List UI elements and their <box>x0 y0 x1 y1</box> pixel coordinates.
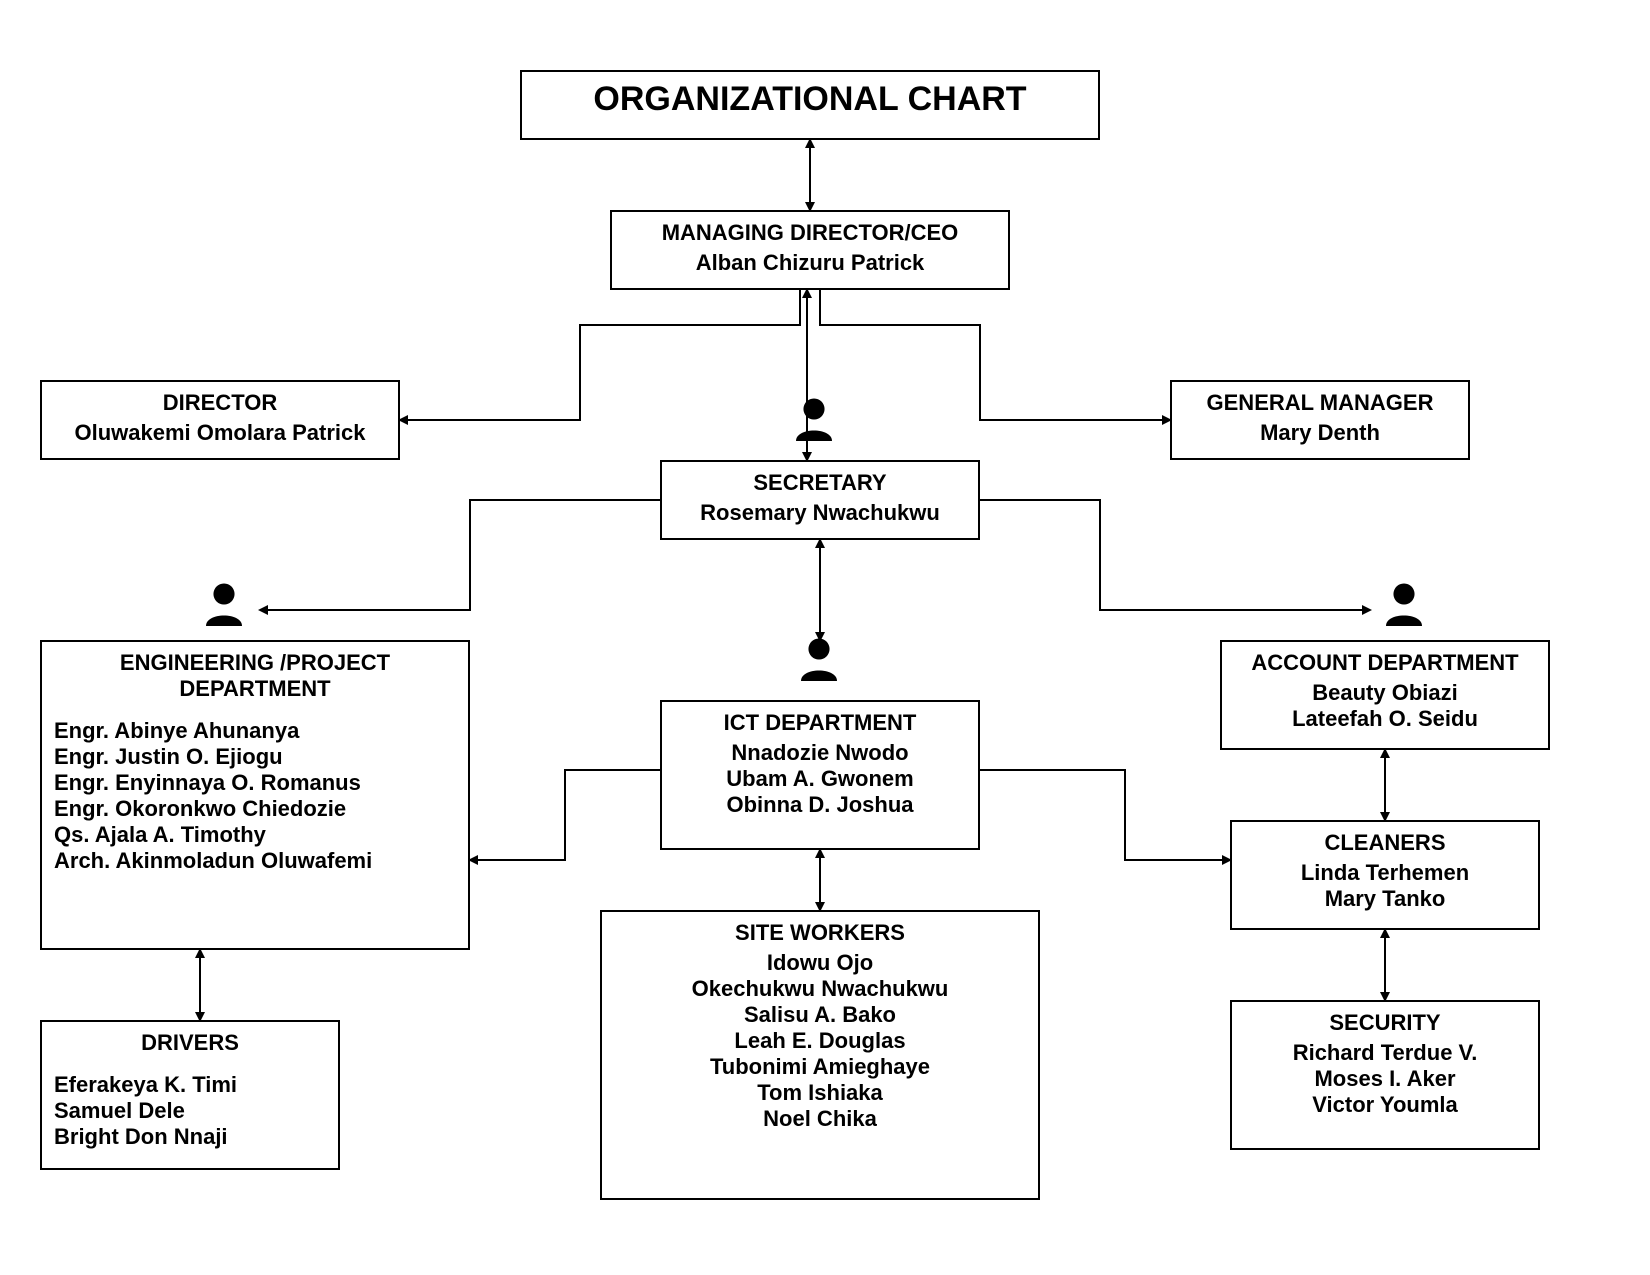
member-name: Idowu Ojo <box>614 950 1026 976</box>
org-title-text: ORGANIZATIONAL CHART <box>534 80 1086 119</box>
ceo-members: Alban Chizuru Patrick <box>624 250 996 276</box>
member-name: Obinna D. Joshua <box>674 792 966 818</box>
person-icon <box>790 395 838 448</box>
account-title: ACCOUNT DEPARTMENT <box>1234 650 1536 676</box>
member-name: Bright Don Nnaji <box>54 1124 326 1150</box>
member-name: Salisu A. Bako <box>614 1002 1026 1028</box>
member-name: Nnadozie Nwodo <box>674 740 966 766</box>
security-title: SECURITY <box>1244 1010 1526 1036</box>
person-icon <box>200 580 248 633</box>
member-name: Okechukwu Nwachukwu <box>614 976 1026 1002</box>
director-title: DIRECTOR <box>54 390 386 416</box>
cleaners-title: CLEANERS <box>1244 830 1526 856</box>
member-name: Mary Tanko <box>1244 886 1526 912</box>
person-icon <box>795 635 843 688</box>
member-name: Arch. Akinmoladun Oluwafemi <box>54 848 456 874</box>
person-icon <box>1380 580 1428 633</box>
engineering-title: ENGINEERING /PROJECT DEPARTMENT <box>54 650 456 702</box>
node-secretary: SECRETARY Rosemary Nwachukwu <box>660 460 980 540</box>
siteworkers-members: Idowu OjoOkechukwu NwachukwuSalisu A. Ba… <box>614 950 1026 1132</box>
node-org-title: ORGANIZATIONAL CHART <box>520 70 1100 140</box>
ict-title: ICT DEPARTMENT <box>674 710 966 736</box>
member-name: Richard Terdue V. <box>1244 1040 1526 1066</box>
node-drivers: DRIVERS Eferakeya K. TimiSamuel DeleBrig… <box>40 1020 340 1170</box>
node-site-workers: SITE WORKERS Idowu OjoOkechukwu Nwachukw… <box>600 910 1040 1200</box>
cleaners-members: Linda TerhemenMary Tanko <box>1244 860 1526 912</box>
secretary-members: Rosemary Nwachukwu <box>674 500 966 526</box>
member-name: Samuel Dele <box>54 1098 326 1124</box>
node-director: DIRECTOR Oluwakemi Omolara Patrick <box>40 380 400 460</box>
drivers-title: DRIVERS <box>54 1030 326 1056</box>
director-members: Oluwakemi Omolara Patrick <box>54 420 386 446</box>
member-name: Engr. Enyinnaya O. Romanus <box>54 770 456 796</box>
member-name: Moses I. Aker <box>1244 1066 1526 1092</box>
member-name: Ubam A. Gwonem <box>674 766 966 792</box>
member-name: Tubonimi Amieghaye <box>614 1054 1026 1080</box>
member-name: Eferakeya K. Timi <box>54 1072 326 1098</box>
drivers-members: Eferakeya K. TimiSamuel DeleBright Don N… <box>54 1072 326 1150</box>
ict-members: Nnadozie NwodoUbam A. GwonemObinna D. Jo… <box>674 740 966 818</box>
member-name: Lateefah O. Seidu <box>1234 706 1536 732</box>
member-name: Qs. Ajala A. Timothy <box>54 822 456 848</box>
member-name: Leah E. Douglas <box>614 1028 1026 1054</box>
node-engineering: ENGINEERING /PROJECT DEPARTMENT Engr. Ab… <box>40 640 470 950</box>
member-name: Oluwakemi Omolara Patrick <box>54 420 386 446</box>
member-name: Victor Youmla <box>1244 1092 1526 1118</box>
ceo-title: MANAGING DIRECTOR/CEO <box>624 220 996 246</box>
member-name: Engr. Okoronkwo Chiedozie <box>54 796 456 822</box>
secretary-title: SECRETARY <box>674 470 966 496</box>
node-security: SECURITY Richard Terdue V.Moses I. AkerV… <box>1230 1000 1540 1150</box>
gm-members: Mary Denth <box>1184 420 1456 446</box>
node-general-manager: GENERAL MANAGER Mary Denth <box>1170 380 1470 460</box>
member-name: Noel Chika <box>614 1106 1026 1132</box>
node-account: ACCOUNT DEPARTMENT Beauty ObiaziLateefah… <box>1220 640 1550 750</box>
member-name: Rosemary Nwachukwu <box>674 500 966 526</box>
node-ceo: MANAGING DIRECTOR/CEO Alban Chizuru Patr… <box>610 210 1010 290</box>
member-name: Beauty Obiazi <box>1234 680 1536 706</box>
org-chart-canvas: ORGANIZATIONAL CHART MANAGING DIRECTOR/C… <box>0 0 1650 1275</box>
node-cleaners: CLEANERS Linda TerhemenMary Tanko <box>1230 820 1540 930</box>
node-ict: ICT DEPARTMENT Nnadozie NwodoUbam A. Gwo… <box>660 700 980 850</box>
engineering-members: Engr. Abinye AhunanyaEngr. Justin O. Eji… <box>54 718 456 874</box>
security-members: Richard Terdue V.Moses I. AkerVictor You… <box>1244 1040 1526 1118</box>
member-name: Alban Chizuru Patrick <box>624 250 996 276</box>
member-name: Tom Ishiaka <box>614 1080 1026 1106</box>
account-members: Beauty ObiaziLateefah O. Seidu <box>1234 680 1536 732</box>
member-name: Linda Terhemen <box>1244 860 1526 886</box>
member-name: Engr. Justin O. Ejiogu <box>54 744 456 770</box>
member-name: Engr. Abinye Ahunanya <box>54 718 456 744</box>
member-name: Mary Denth <box>1184 420 1456 446</box>
gm-title: GENERAL MANAGER <box>1184 390 1456 416</box>
siteworkers-title: SITE WORKERS <box>614 920 1026 946</box>
